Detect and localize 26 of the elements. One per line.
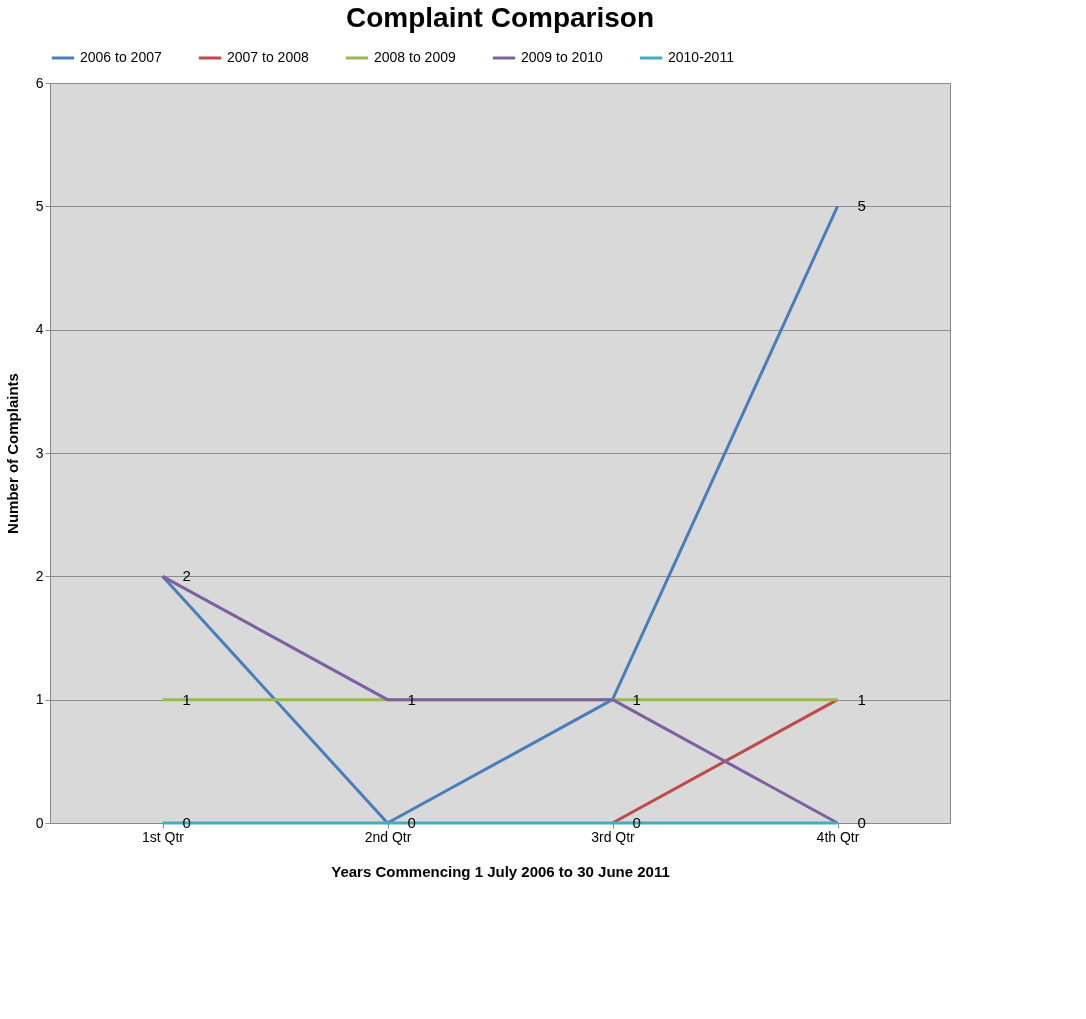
data-label: 5 xyxy=(857,197,866,215)
y-tick-label: 0 xyxy=(35,814,44,831)
y-tick-label: 4 xyxy=(35,321,44,338)
data-label: 1 xyxy=(182,690,191,708)
y-tick-label: 6 xyxy=(35,74,44,91)
data-label: 1 xyxy=(632,690,641,708)
y-tick-label: 2 xyxy=(35,567,44,584)
data-label: 1 xyxy=(407,690,416,708)
chart-title: Complaint Comparison xyxy=(345,2,655,33)
y-tick-label: 5 xyxy=(35,197,44,214)
legend-label: 2008 to 2009 xyxy=(374,49,456,65)
legend-label: 2009 to 2010 xyxy=(521,49,603,65)
data-label: 1 xyxy=(857,690,866,708)
x-tick-label: 4th Qtr xyxy=(816,828,860,845)
x-axis-title: Years Commencing 1 July 2006 to 30 June 2011 xyxy=(331,862,670,880)
legend-label: 2006 to 2007 xyxy=(80,49,162,65)
y-tick-label: 1 xyxy=(35,691,44,708)
legend-label: 2010-2011 xyxy=(668,49,735,65)
data-label: 2 xyxy=(182,567,191,585)
y-axis-title: Number of Complaints xyxy=(3,373,21,534)
x-tick-label: 1st Qtr xyxy=(141,828,185,845)
legend-label: 2007 to 2008 xyxy=(227,49,309,65)
x-tick-label: 2nd Qtr xyxy=(364,828,412,845)
y-tick-label: 3 xyxy=(35,444,44,461)
x-tick-label: 3rd Qtr xyxy=(591,828,636,845)
data-label: 0 xyxy=(857,814,866,831)
